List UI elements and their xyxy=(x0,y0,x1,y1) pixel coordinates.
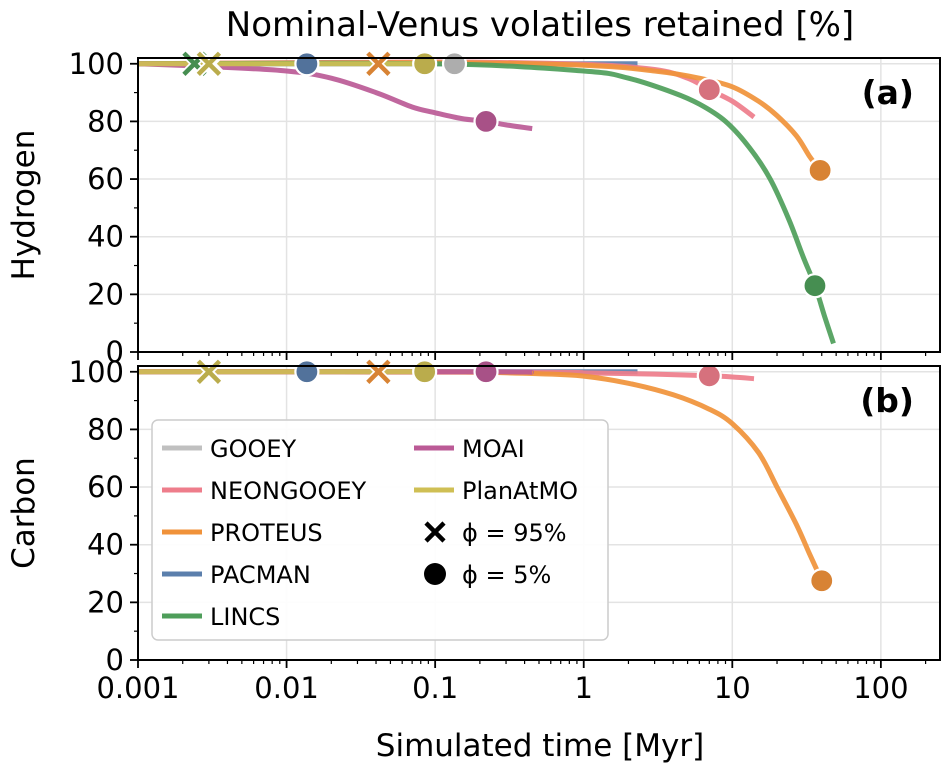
panel-a-frame xyxy=(137,57,941,353)
panel-b-frame xyxy=(137,365,941,661)
panel-a-series-lincs xyxy=(137,60,836,345)
panel-a-y-tick-label: 40 xyxy=(87,220,124,254)
legend-label: GOOEY xyxy=(210,435,297,463)
legend-item-planatmo: PlanAtMO xyxy=(414,477,578,505)
x-tick-label: 1 xyxy=(574,671,592,705)
x-tick-label: 0.01 xyxy=(254,671,319,705)
panel-a-hydrogen: 0 20 40 60 80 100 (a) Hydrogen xyxy=(6,47,941,369)
panel-b-y-tick-label: 20 xyxy=(87,585,124,619)
panel-b-y-tick-label: 60 xyxy=(87,470,124,504)
panel-a-y-tick-label: 20 xyxy=(87,277,124,311)
legend-box xyxy=(151,419,609,641)
panel-b-tag: (b) xyxy=(860,381,914,420)
panel-b-marker-5-pacman xyxy=(294,359,320,385)
legend-label: MOAI xyxy=(462,435,525,463)
panel-a-marker-5-planatmo xyxy=(412,51,438,77)
chart-title: Nominal-Venus volatiles retained [%] xyxy=(226,5,854,45)
legend-label: NEONGOOEY xyxy=(210,477,367,505)
panel-a-marker-5-pacman xyxy=(294,51,320,77)
x-tick-label: 0.001 xyxy=(96,671,179,705)
panel-b-marker-5-moai xyxy=(473,359,499,385)
panel-b-y-tick-label: 80 xyxy=(87,412,124,446)
panel-a-y-tick-label: 100 xyxy=(69,47,124,81)
x-tick-label: 0.1 xyxy=(412,671,458,705)
panel-b-marker-5-neongooey xyxy=(696,363,722,389)
legend-label: PACMAN xyxy=(210,561,311,589)
panel-a-y-tick-label: 60 xyxy=(87,162,124,196)
panel-a-marker-5-moai xyxy=(473,108,499,135)
panel-b-marker-5-proteus xyxy=(809,568,835,594)
panel-a-marker-5-proteus xyxy=(807,157,833,184)
legend-item-neongooey: NEONGOOEY xyxy=(162,477,367,505)
legend-item-lincs: LINCS xyxy=(162,603,280,631)
panel-a-y-tick-label: 0 xyxy=(106,335,124,369)
panel-b-y-tick-label: 40 xyxy=(87,528,124,562)
legend-label: ϕ = 95% xyxy=(462,519,567,547)
panel-a-marker-5-lincs xyxy=(802,273,828,299)
legend-item-gooey: GOOEY xyxy=(162,435,297,463)
x-tick-label: 10 xyxy=(714,671,751,705)
legend-label: PlanAtMO xyxy=(462,477,578,505)
legend-label: LINCS xyxy=(210,603,280,631)
panel-b-marker-5-planatmo xyxy=(412,359,438,385)
x-axis: 0.001 0.01 0.1 1 10 100 xyxy=(96,671,908,705)
panel-b-carbon: 0 20 40 60 80 100 (b) Carbon xyxy=(6,355,941,677)
panel-b-y-axis-label: Carbon xyxy=(6,457,42,569)
legend-item-moai: MOAI xyxy=(414,435,525,463)
panel-a-tag: (a) xyxy=(862,73,914,112)
legend-item-pacman: PACMAN xyxy=(162,561,311,589)
legend-item-5: ϕ = 5% xyxy=(424,561,551,589)
legend-dot-marker xyxy=(424,563,446,585)
legend-item-proteus: PROTEUS xyxy=(162,519,323,547)
panel-a-marker-5-gooey xyxy=(441,51,468,77)
legend: GOOEY NEONGOOEY PROTEUS PACMAN LINCS MOAI Plan… xyxy=(151,419,609,641)
x-tick-label: 100 xyxy=(853,671,908,705)
panel-a-marker-5-neongooey xyxy=(696,77,722,103)
legend-item-95: ϕ = 95% xyxy=(424,519,567,547)
panel-b-y-tick-label: 100 xyxy=(69,355,124,389)
panel-a-y-axis-label: Hydrogen xyxy=(6,130,42,281)
panel-a-y-tick-label: 80 xyxy=(87,104,124,138)
x-axis-label: Simulated time [Myr] xyxy=(376,728,704,764)
legend-label: PROTEUS xyxy=(210,519,323,547)
legend-label: ϕ = 5% xyxy=(462,561,551,589)
legend-cross-marker xyxy=(424,521,446,543)
panel-b-y-tick-label: 0 xyxy=(106,643,124,677)
